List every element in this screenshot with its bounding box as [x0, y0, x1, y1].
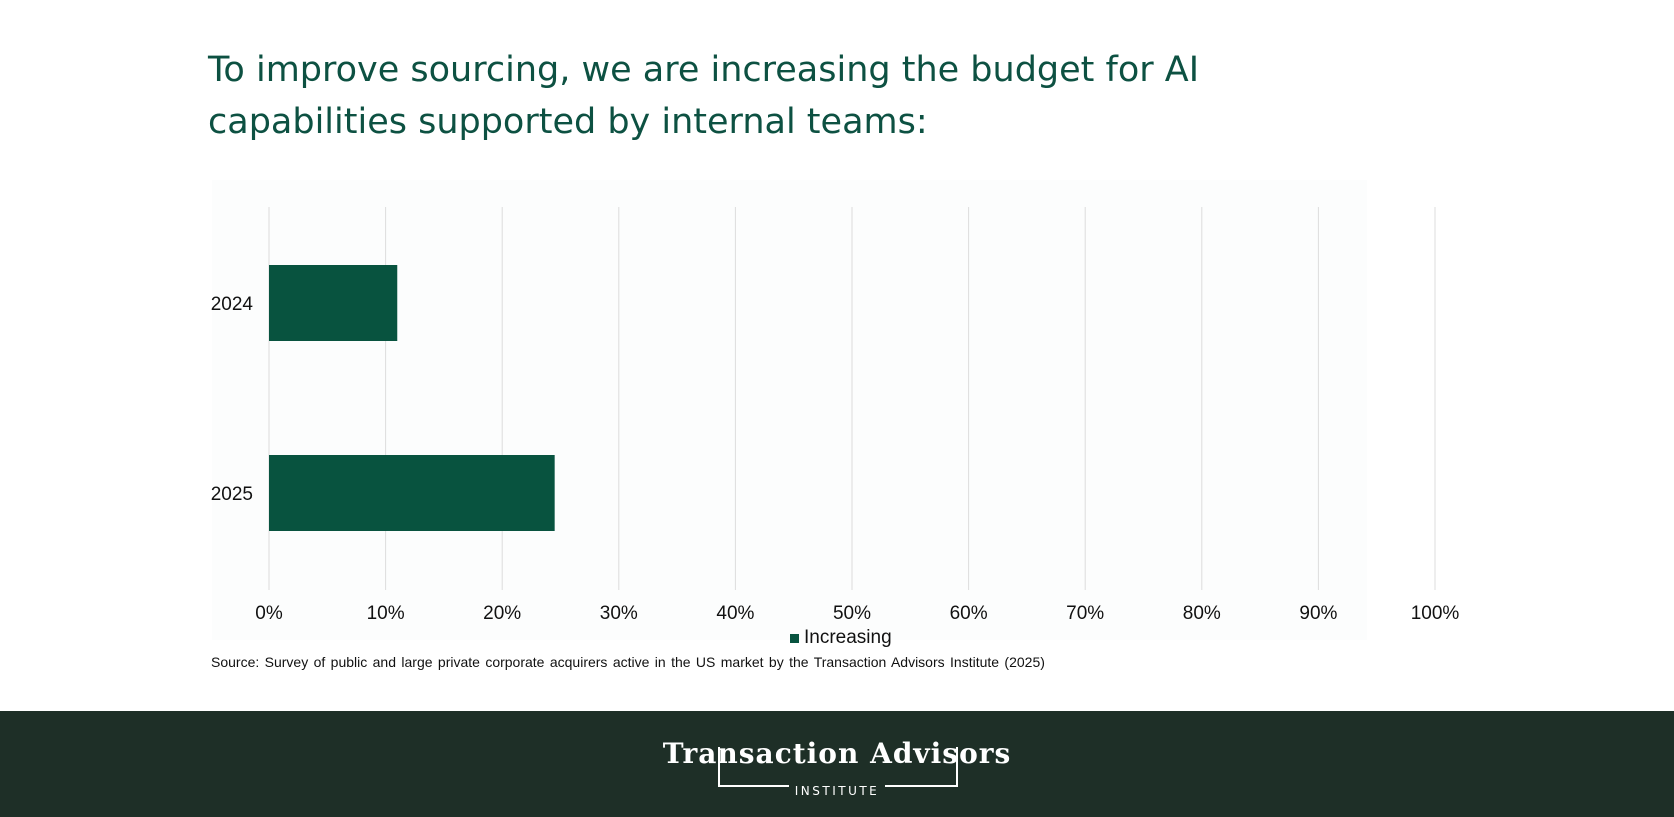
- x-axis-labels: 0% 10% 20% 30% 40% 50% 60% 70% 80% 90% 100%: [255, 603, 1459, 624]
- logo-wordmark: Transaction Advisors: [662, 737, 1012, 770]
- x-tick-label: 70%: [1066, 603, 1104, 624]
- logo: Transaction Advisors INSTITUTE: [652, 737, 1022, 798]
- x-tick-label: 10%: [367, 603, 405, 624]
- x-tick-label: 60%: [950, 603, 988, 624]
- legend-label: Increasing: [804, 627, 892, 648]
- y-tick-label: 2024: [211, 294, 254, 315]
- x-tick-label: 30%: [600, 603, 638, 624]
- bars: [269, 265, 555, 531]
- source-note: Source: Survey of public and large priva…: [211, 654, 1045, 670]
- bar-2025: [269, 455, 555, 531]
- y-axis-labels: 2024 2025: [211, 294, 254, 505]
- x-tick-label: 100%: [1411, 603, 1460, 624]
- x-tick-label: 40%: [716, 603, 754, 624]
- legend-swatch: [790, 634, 799, 643]
- y-tick-label: 2025: [211, 484, 253, 505]
- page-title: To improve sourcing, we are increasing t…: [208, 50, 1200, 142]
- bar-2024: [269, 265, 398, 341]
- logo-subtext: INSTITUTE: [652, 784, 1022, 798]
- x-tick-label: 90%: [1299, 603, 1337, 624]
- logo-frame: [718, 747, 958, 787]
- plot-background: [212, 180, 1367, 640]
- logo-subtext-label: INSTITUTE: [788, 784, 886, 798]
- x-tick-label: 80%: [1183, 603, 1221, 624]
- x-tick-label: 0%: [255, 603, 283, 624]
- legend: Increasing: [790, 627, 892, 648]
- x-tick-label: 50%: [833, 603, 871, 624]
- x-tick-label: 20%: [483, 603, 521, 624]
- footer: Transaction Advisors INSTITUTE: [0, 711, 1674, 817]
